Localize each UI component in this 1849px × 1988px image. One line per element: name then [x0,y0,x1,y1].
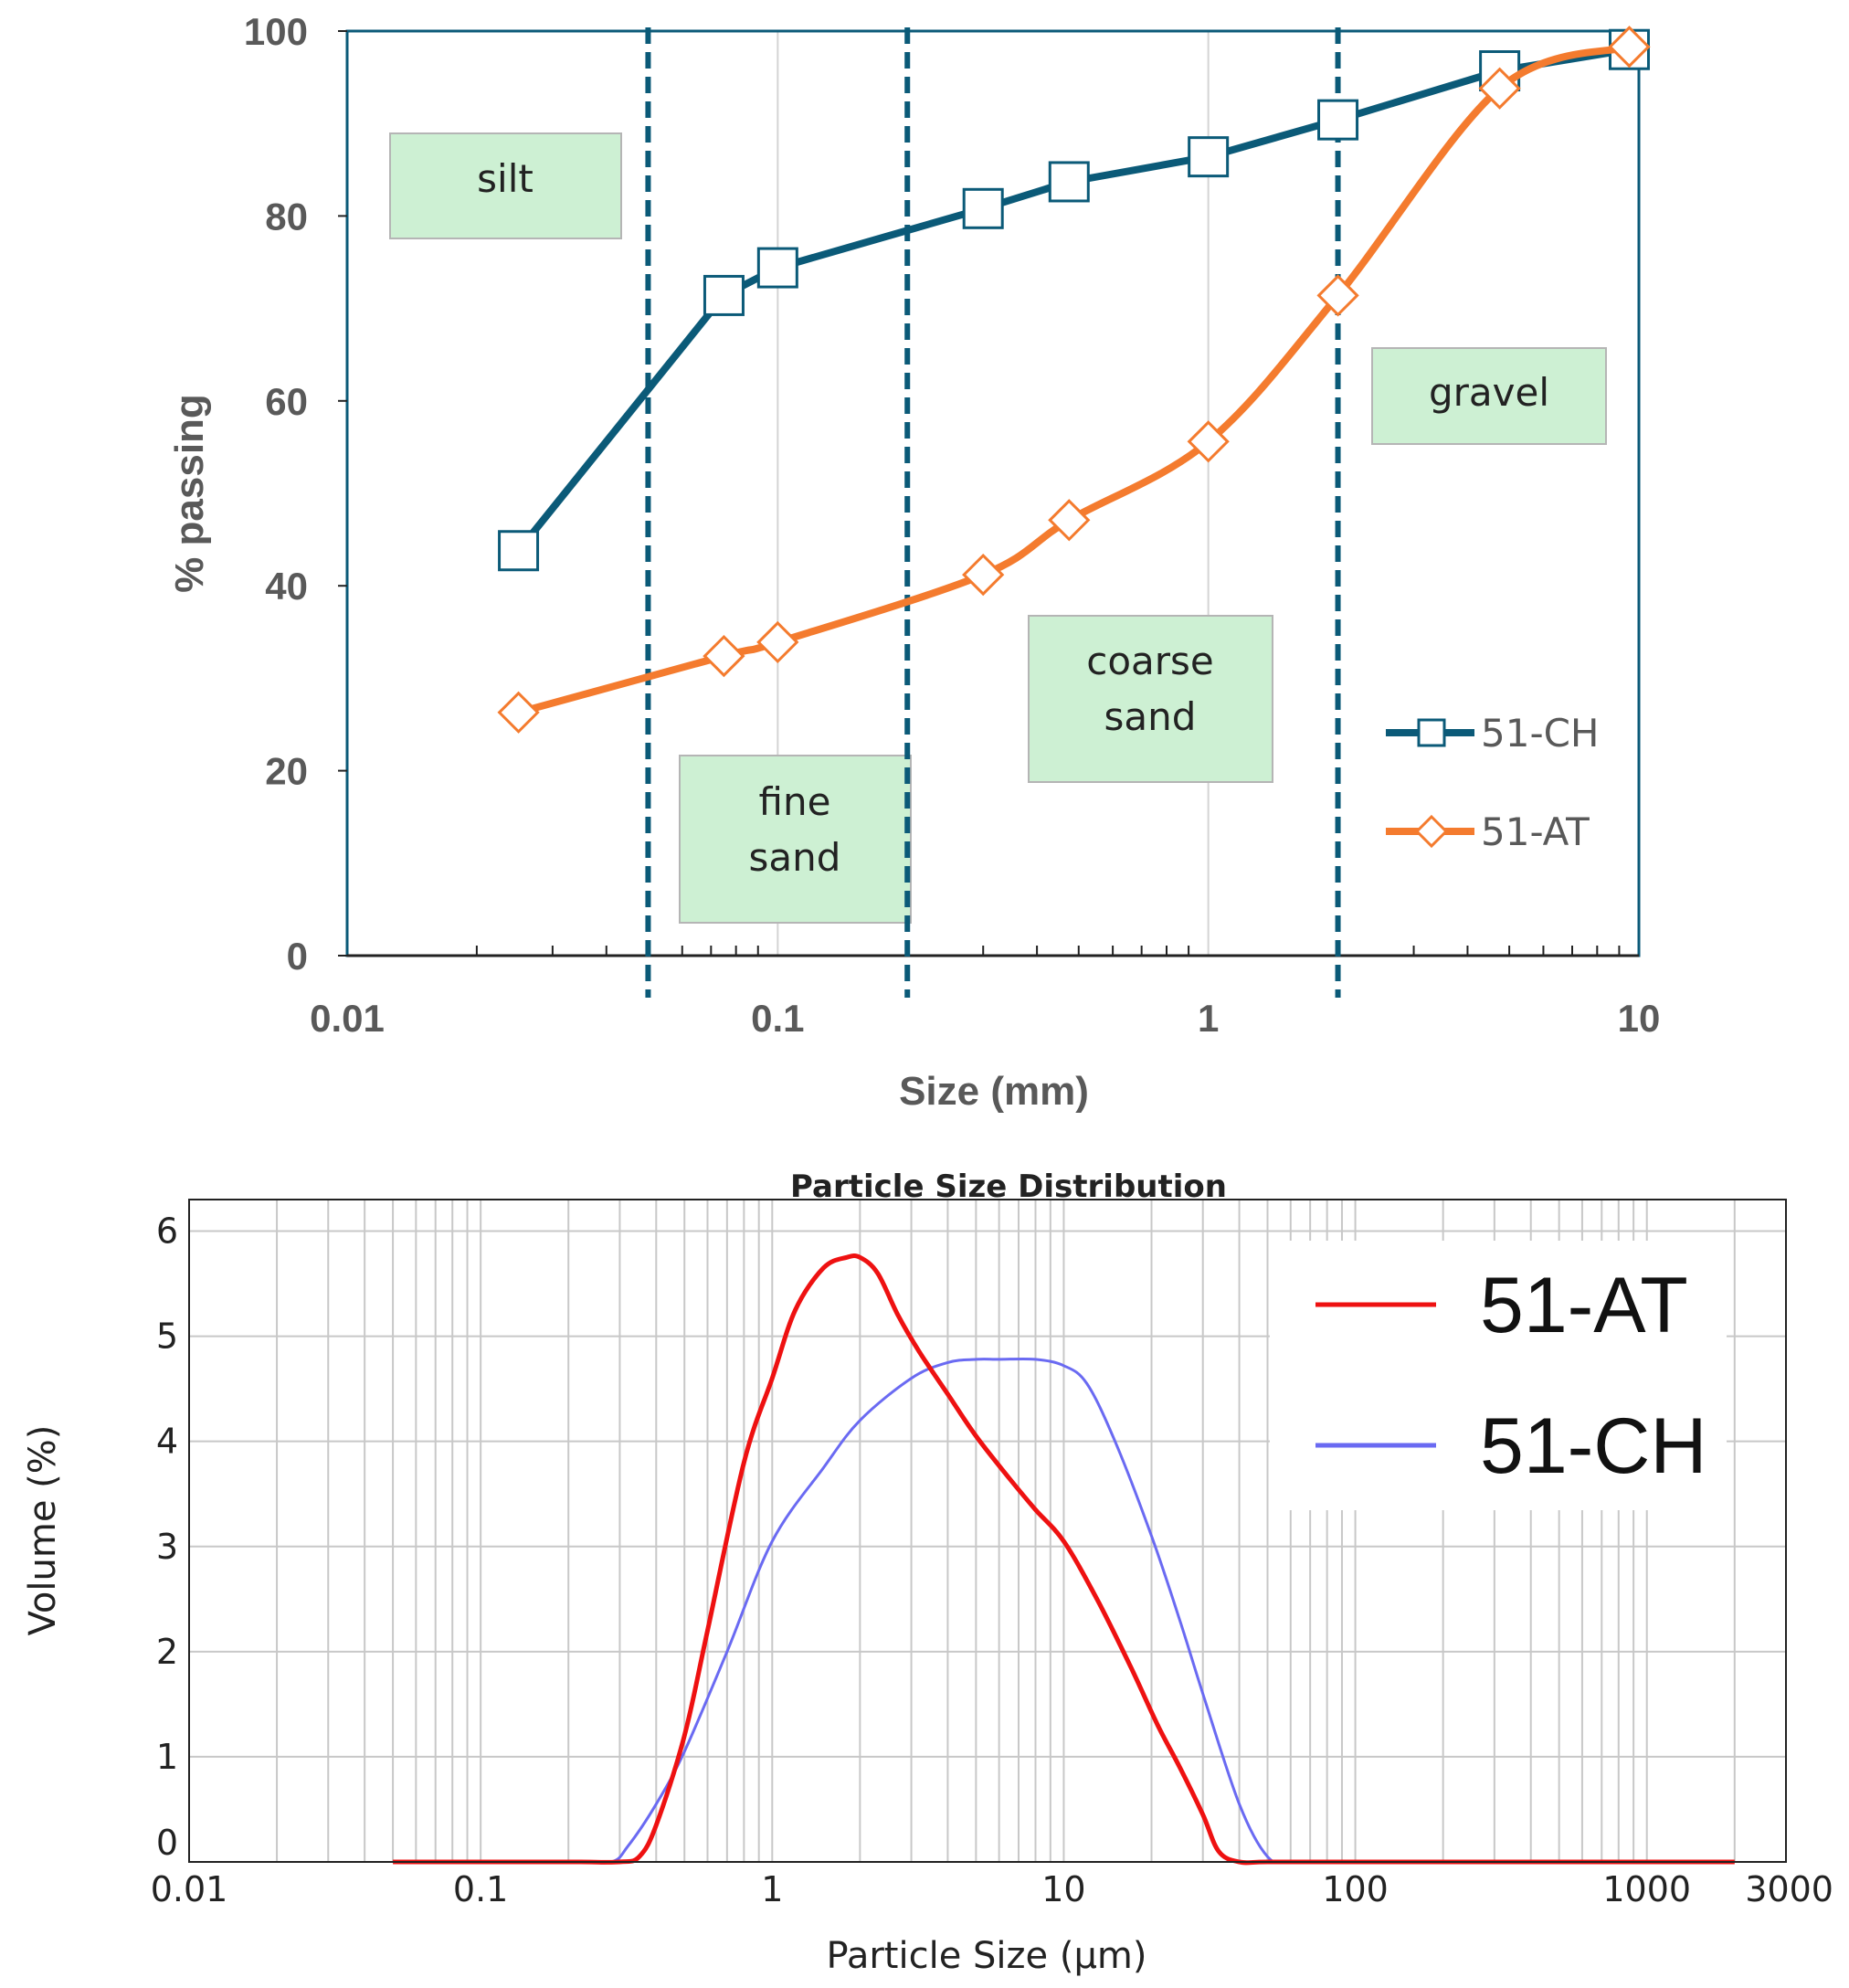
soil-class-silt: silt [389,132,622,239]
c1-y-tick-label: 0 [287,935,308,978]
c1-point-51-at [962,553,1005,597]
c1-point-51-at [756,620,799,664]
c1-point-51-at [497,691,540,734]
soil-class-gravel: gravel [1371,347,1607,445]
c1-point-51-ch [1317,99,1359,141]
c1-y-tick-label: 100 [244,10,308,53]
c1-point-51-ch [703,274,745,316]
c2-legend-label-51-ch: 51-CH [1480,1402,1707,1490]
c2-y-tick-label: 6 [156,1211,178,1252]
grain-size-chart: 0 20 40 60 80 100 0.01 0.1 1 10 silt fine sand co… [167,10,1660,1114]
coarse-sand-line-2: sand [1104,694,1197,739]
c1-point-51-ch [1188,136,1230,178]
c1-point-51-at [1478,67,1521,110]
c1-legend-entry-51-ch: 51-CH [1386,711,1600,756]
c1-legend: 51-CH 51-AT [1386,711,1600,854]
soil-class-fine-sand: fine sand [679,755,912,924]
c1-point-51-ch [756,247,798,289]
soil-class-gravel-label: gravel [1429,370,1549,415]
c1-x-tick-label: 1 [1198,997,1219,1040]
c1-y-axis-title: % passing [167,394,212,593]
c1-point-51-at [1608,26,1651,69]
soil-class-fine-sand-label: fine sand [749,779,841,880]
c2-chart-title: Particle Size Distribution [790,1168,1227,1205]
c1-legend-diamond-icon [1414,814,1449,849]
c2-legend-label-51-at: 51-AT [1480,1262,1688,1349]
c1-legend-label-51-at: 51-AT [1481,809,1590,854]
c1-x-tick-label: 10 [1618,997,1661,1040]
c2-x-tick-label: 10 [1041,1869,1085,1909]
soil-class-coarse-sand: coarse sand [1028,615,1273,783]
c1-legend-label-51-ch: 51-CH [1481,711,1600,756]
c1-point-51-ch [962,187,1004,229]
c1-series [497,26,1651,734]
soil-class-coarse-sand-label: coarse sand [1086,639,1214,739]
fine-sand-line-1: fine [759,779,831,824]
c2-x-axis-title: Particle Size (µm) [827,1935,1147,1977]
c2-y-tick-label: 1 [156,1737,178,1777]
c2-y-axis-title: Volume (%) [22,1425,64,1636]
c2-x-tick-labels: 0.01 0.1 1 10 100 1000 3000 [151,1869,1833,1909]
c1-legend-square-icon [1417,718,1446,747]
c1-x-tick-labels: 0.01 0.1 1 10 [310,997,1660,1040]
c1-x-tick-label: 0.1 [751,997,804,1040]
soil-class-silt-label: silt [477,156,534,201]
c2-y-tick-label: 4 [156,1422,178,1462]
c2-y-tick-label: 5 [156,1317,178,1357]
c1-point-51-at [1048,499,1091,542]
c1-x-tick-label: 0.01 [310,997,385,1040]
c2-legend-entry-51-ch: 51-CH [1315,1402,1707,1490]
c1-y-tick-labels: 0 20 40 60 80 100 [244,10,347,978]
c1-y-tick-label: 20 [265,750,308,793]
c2-y-tick-label: 3 [156,1527,178,1567]
particle-size-distribution-chart: 51-AT 51-CH 0 1 2 3 4 5 6 0.01 0.1 1 10 100 1000 300… [22,1168,1833,1977]
c1-point-51-at [1187,420,1230,463]
c1-legend-entry-51-at: 51-AT [1386,809,1590,854]
c2-legend-background [1270,1241,1727,1510]
c2-x-tick-label: 3000 [1745,1869,1833,1909]
c1-point-51-ch [1048,161,1090,203]
c2-x-tick-label: 0.1 [453,1869,508,1909]
c2-y-tick-label: 0 [156,1823,178,1863]
c2-legend: 51-AT 51-CH [1315,1262,1707,1490]
c1-y-tick-label: 60 [265,380,308,423]
c1-boundary-lines [645,27,1341,998]
c2-y-tick-label: 2 [156,1632,178,1672]
c2-y-tick-labels: 0 1 2 3 4 5 6 [156,1211,178,1863]
c1-point-51-ch [498,530,540,572]
c2-x-tick-label: 1000 [1602,1869,1691,1909]
fine-sand-line-2: sand [749,835,841,880]
c2-x-tick-label: 1 [761,1869,783,1909]
c1-y-tick-label: 80 [265,195,308,238]
c2-plot-frame [188,1199,1787,1863]
coarse-sand-line-1: coarse [1086,639,1214,683]
c1-point-51-at [703,634,745,678]
c2-x-tick-label: 100 [1322,1869,1389,1909]
c1-x-axis-title: Size (mm) [899,1069,1089,1114]
c1-point-51-at [1316,274,1359,317]
c2-x-tick-label: 0.01 [151,1869,228,1909]
c2-legend-entry-51-at: 51-AT [1315,1262,1688,1349]
c2-series-line-51-at [393,1253,1735,1866]
c1-y-tick-label: 40 [265,565,308,608]
